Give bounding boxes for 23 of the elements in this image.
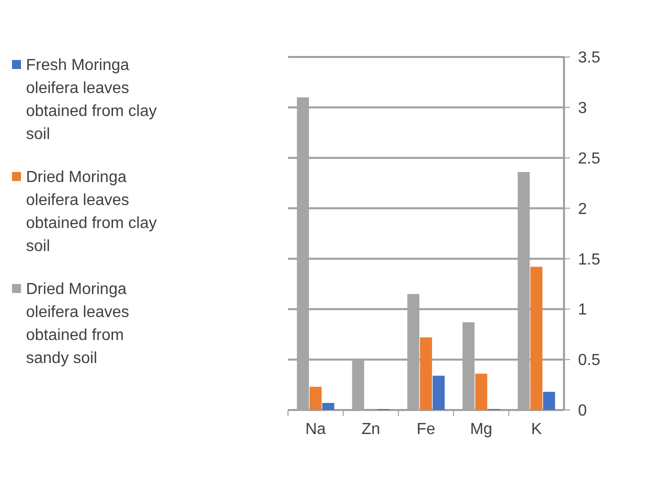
legend-label: Fresh Moringa oleifera leaves obtained from clay soil <box>26 57 157 143</box>
x-tick-label: Zn <box>361 421 380 438</box>
y-tick-label: 0 <box>578 402 587 420</box>
x-tick-label: Mg <box>470 421 492 438</box>
bar <box>543 392 556 410</box>
bar <box>310 386 322 410</box>
bar <box>475 374 488 410</box>
x-tick-label: Fe <box>416 421 436 438</box>
x-tick-label: K <box>531 421 542 438</box>
legend-label: Dried Moringa oleifera leaves obtained from sandy soil <box>26 281 130 367</box>
bar <box>530 266 542 410</box>
bar <box>420 337 432 410</box>
y-tick-label: 1 <box>578 302 587 319</box>
x-tick-label: Na <box>305 421 326 438</box>
y-tick-label: 3 <box>578 100 587 118</box>
y-tick-label: 2 <box>578 200 587 218</box>
bar <box>322 402 334 410</box>
bar <box>432 376 445 410</box>
y-tick-label: 0.5 <box>578 352 600 370</box>
legend-label: Dried Moringa oleifera leaves obtained from clay soil <box>26 169 157 255</box>
y-tick-label: 3.5 <box>578 50 600 67</box>
y-tick-label: 2.5 <box>578 150 600 168</box>
y-tick-label: 1.5 <box>578 251 600 268</box>
